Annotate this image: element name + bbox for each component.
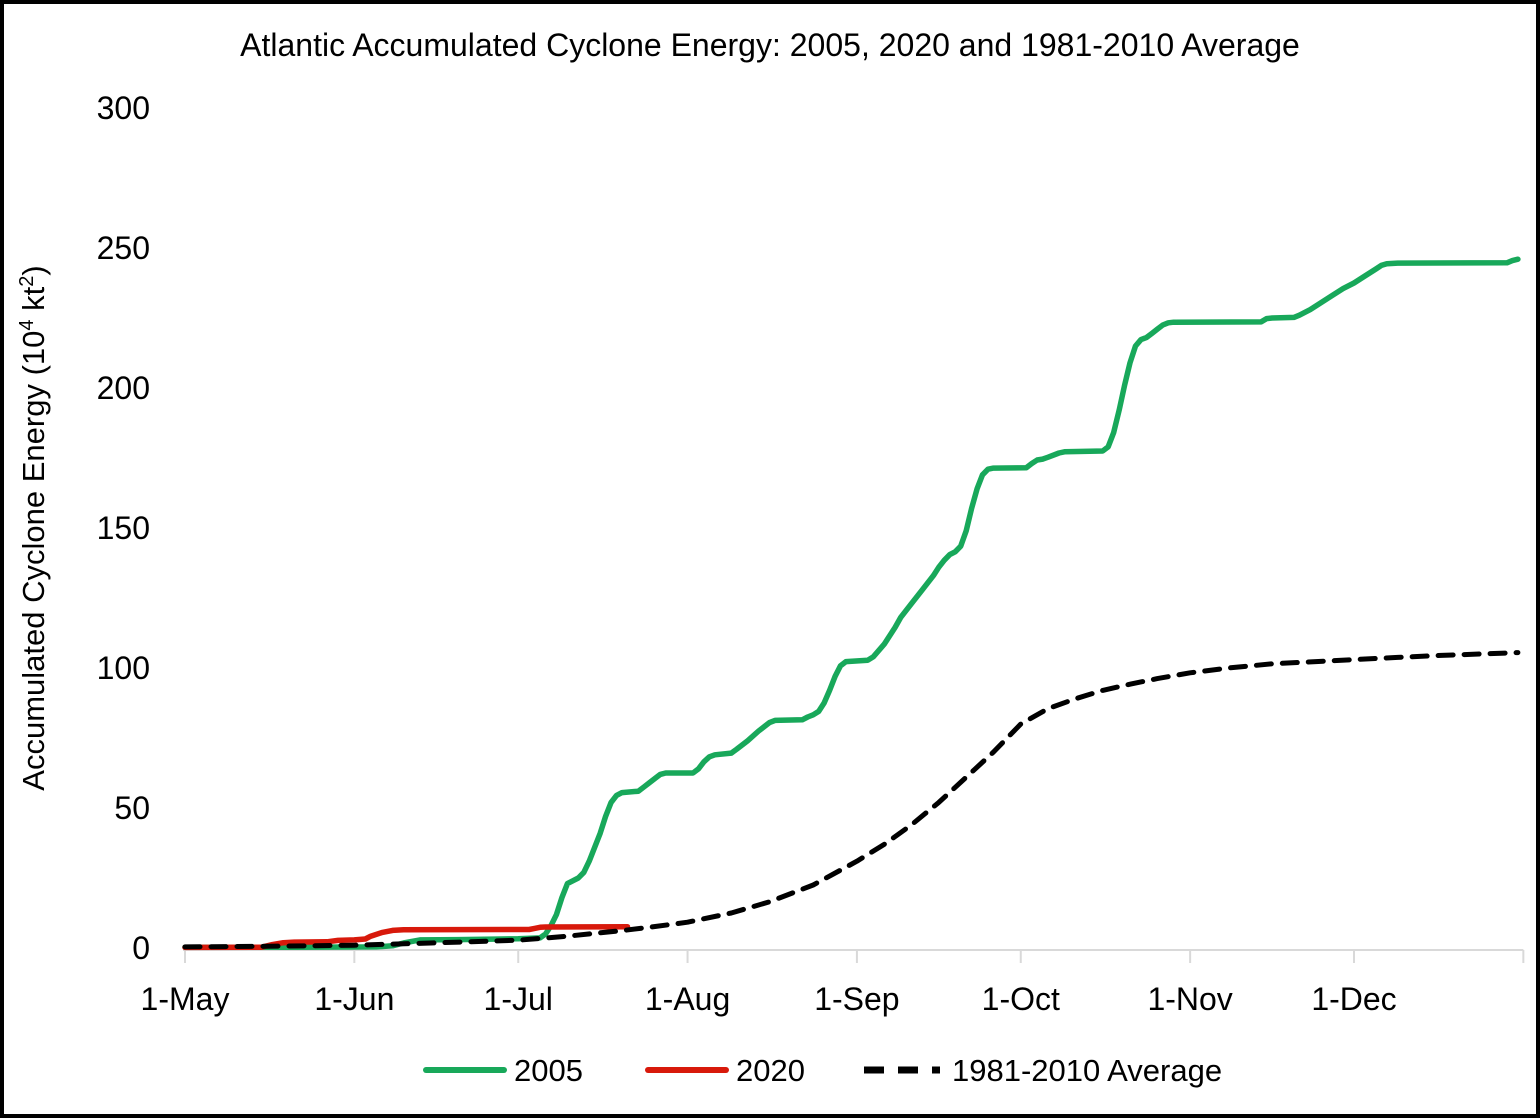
- series-2005: [182, 256, 1521, 950]
- chart-title: Atlantic Accumulated Cyclone Energy: 200…: [240, 27, 1300, 63]
- x-tick-label: 1-Nov: [1147, 981, 1232, 1017]
- series-2020: [182, 923, 631, 951]
- x-tick-label: 1-Dec: [1311, 981, 1396, 1017]
- y-axis-title-prefix: Accumulated Cyclone Energy (10: [16, 331, 51, 791]
- y-tick-label: 150: [97, 510, 150, 546]
- series-1981-2010-average: [182, 650, 1521, 950]
- legend-label-2005: 2005: [514, 1053, 583, 1088]
- y-tick-label: 300: [97, 90, 150, 126]
- y-axis-ticks: 0 50 100 150 200 250 300: [97, 90, 150, 966]
- series-line-2005: [182, 256, 1521, 950]
- x-tick-label: 1-May: [141, 981, 230, 1017]
- y-axis-title-mid: kt: [16, 286, 51, 319]
- x-tick-label: 1-Sep: [814, 981, 899, 1017]
- x-tick-label: 1-Oct: [982, 981, 1060, 1017]
- x-tick-label: 1-Jul: [484, 981, 553, 1017]
- y-axis-title-sup2: 2: [16, 276, 38, 287]
- y-tick-label: 50: [114, 790, 150, 826]
- series-line-2020: [182, 923, 631, 951]
- legend-label-2020: 2020: [736, 1053, 805, 1088]
- y-tick-label: 250: [97, 230, 150, 266]
- series-line-1981-2010 Average: [182, 650, 1521, 950]
- chart-canvas: Atlantic Accumulated Cyclone Energy: 200…: [16, 27, 1525, 1088]
- y-axis-title: Accumulated Cyclone Energy (104 kt2): [16, 265, 51, 790]
- y-tick-label: 0: [132, 930, 150, 966]
- y-tick-label: 100: [97, 650, 150, 686]
- legend-label-average: 1981-2010 Average: [952, 1053, 1222, 1088]
- y-axis-title-sup4: 4: [16, 319, 38, 330]
- x-tick-label: 1-Aug: [645, 981, 730, 1017]
- legend: 2005 2020 1981-2010 Average: [423, 1053, 1222, 1088]
- y-tick-label: 200: [97, 370, 150, 406]
- x-tick-label: 1-Jun: [314, 981, 394, 1017]
- x-axis-ticks: 1-May 1-Jun 1-Jul 1-Aug 1-Sep 1-Oct 1-Nov 1-Dec: [141, 950, 1525, 1017]
- y-axis-title-suffix: ): [16, 265, 51, 275]
